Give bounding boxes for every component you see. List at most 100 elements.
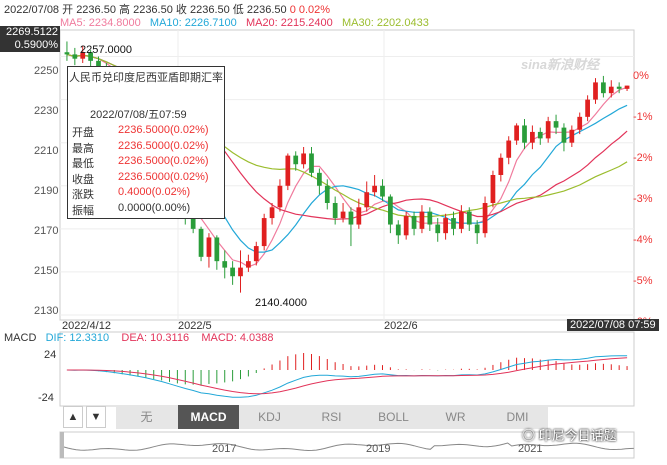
wechat-icon: ◎ <box>522 428 536 443</box>
candle-body <box>340 211 346 219</box>
tooltip-row-label: 最高 <box>72 142 94 155</box>
tooltip-row-value: 2236.5000(0.02%) <box>118 170 209 183</box>
open-label: 开 <box>62 4 74 16</box>
macd-panel <box>66 352 628 398</box>
y-tick-label: 2230 <box>34 105 59 117</box>
candle-body <box>537 131 543 139</box>
candle-body <box>403 215 409 236</box>
candle-body <box>624 85 630 89</box>
macd-value: MACD: 4.0388 <box>201 332 274 344</box>
candle-body <box>309 153 314 173</box>
macd-y-bottom: -24 <box>38 392 54 404</box>
candle-body <box>506 140 512 158</box>
high-annotation: 2257.0000 <box>80 44 132 56</box>
tab-rsi[interactable]: RSI <box>321 410 342 424</box>
candle-body <box>451 218 456 229</box>
change-value: 0 <box>289 4 296 16</box>
candle-body <box>561 127 567 143</box>
candle-body <box>301 153 306 165</box>
candle-body <box>348 211 354 225</box>
tab-wr[interactable]: WR <box>445 410 466 424</box>
pct-tick-label: -5% <box>633 275 653 287</box>
candle-body <box>372 185 377 193</box>
candle-body <box>601 82 606 94</box>
tooltip-row-label: 振幅 <box>72 204 94 217</box>
data-tooltip: 人民币兑印度尼西亚盾即期汇率 2022/07/08/五07:59 开盘 2236.… <box>67 66 225 219</box>
tooltip-row-label: 收盘 <box>72 173 94 186</box>
tab-dmi[interactable]: DMI <box>506 410 529 424</box>
candle-body <box>88 52 93 61</box>
cursor-date-box: 2022/07/08 07:59 <box>567 319 659 331</box>
ma10-label: MA10: 2226.7100 <box>149 17 237 29</box>
candle-body <box>593 82 598 100</box>
pct-tick-label: -3% <box>633 193 653 205</box>
candle-body <box>96 60 101 68</box>
pct-tick-label: -2% <box>633 152 653 164</box>
tooltip-row-value: 0.0000(0.00%) <box>118 201 191 214</box>
candle-body <box>411 215 417 229</box>
quote-date: 2022/07/08 <box>4 4 60 16</box>
candle-body <box>585 99 590 117</box>
sina-watermark: sina新浪财经 <box>521 57 600 72</box>
y-tick-label: 2130 <box>34 305 59 317</box>
macd-title: MACD <box>4 332 37 344</box>
candle-body <box>332 203 338 219</box>
candle-body <box>198 228 204 257</box>
cursor-pct: 0.5900% <box>14 39 58 51</box>
low-annotation: 2140.4000 <box>255 297 307 309</box>
x-label-2: 2022/6 <box>384 320 418 332</box>
candle-body <box>324 185 330 203</box>
tooltip-row-value: 0.4000(0.02%) <box>118 186 191 198</box>
candle-body <box>230 267 235 277</box>
candle-body <box>246 261 251 268</box>
pct-tick-label: 0% <box>633 70 649 82</box>
candle-body <box>72 54 78 59</box>
candle-body <box>214 237 220 262</box>
tab-boll[interactable]: BOLL <box>378 410 409 424</box>
wechat-watermark: ◎ 印尼今日话题 <box>522 425 617 444</box>
tab-none[interactable]: 无 <box>140 410 153 424</box>
dea-line <box>66 357 628 395</box>
candle-body <box>293 155 299 165</box>
overview-year-2: 2021 <box>518 443 543 455</box>
change-pct: 0.02% <box>298 4 331 16</box>
ma30-label: MA30: 2202.0433 <box>341 17 429 29</box>
y-tick-label: 2190 <box>34 185 59 197</box>
tab-macd[interactable]: MACD <box>178 405 239 429</box>
overview-year-1: 2019 <box>366 443 391 455</box>
close-label: 收 <box>175 4 187 16</box>
scroll-up-button[interactable]: ▲ <box>63 406 83 428</box>
candle-body <box>459 211 464 229</box>
candle-body <box>608 86 614 94</box>
macd-dif: DIF: 12.3310 <box>45 332 110 344</box>
candle-body <box>277 185 283 208</box>
tooltip-row-value: 2236.5000(0.02%) <box>118 155 209 167</box>
close-value: 2236.50 <box>189 4 230 16</box>
candle-body <box>261 218 267 247</box>
indicator-tabs: 无 MACD KDJ RSI BOLL WR DMI <box>116 405 548 429</box>
scroll-down-button[interactable]: ▼ <box>86 406 106 428</box>
candle-body <box>253 246 259 262</box>
pct-tick-label: -4% <box>633 234 653 246</box>
macd-frame <box>59 331 635 407</box>
candle-body <box>569 129 575 143</box>
overview-year-0: 2017 <box>212 443 237 455</box>
quote-header: 2022/07/08 开 2236.50 高 2236.50 收 2236.50… <box>4 1 330 17</box>
cursor-price: 2269.5122 <box>6 26 58 38</box>
candle-body <box>206 237 212 257</box>
overview-handle-left[interactable] <box>60 432 64 458</box>
candle-body <box>482 203 488 234</box>
overview-line <box>63 442 634 452</box>
candle-body <box>419 211 425 229</box>
tab-kdj[interactable]: KDJ <box>258 410 281 424</box>
macd-y-top: 24 <box>44 349 57 361</box>
wechat-label: 印尼今日话题 <box>538 428 617 443</box>
y-tick-label: 2210 <box>34 145 59 157</box>
candle-body <box>190 218 196 229</box>
high-label: 高 <box>119 4 131 16</box>
candle-body <box>498 157 504 175</box>
y-tick-label: 2170 <box>34 225 59 237</box>
pct-tick-label: -1% <box>633 111 653 123</box>
candle-body <box>285 155 291 186</box>
candle-body <box>269 207 275 219</box>
